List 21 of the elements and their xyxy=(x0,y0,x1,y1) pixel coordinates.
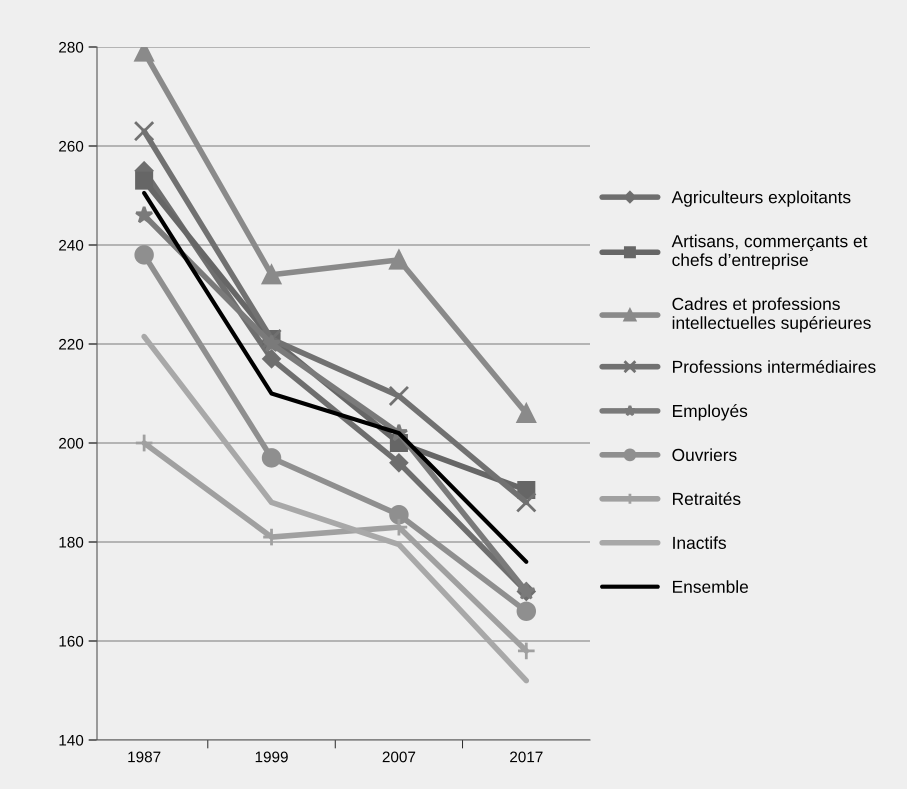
y-tick-label: 140 xyxy=(59,734,84,746)
y-tick-label: 220 xyxy=(59,338,84,350)
legend-label: Employés xyxy=(673,404,748,421)
y-tick-label: 200 xyxy=(59,438,84,449)
legend-label: Artisans, commerçants et chefs d’entreprise xyxy=(672,234,868,270)
y-tick-label: 180 xyxy=(59,536,84,548)
legend-label: Ouvriers xyxy=(672,448,737,462)
x-tick-label: 1987 xyxy=(128,752,160,762)
x-tick-label: 2007 xyxy=(382,752,416,762)
x-tick-label: 1999 xyxy=(256,752,288,762)
legend-label: Inactifs xyxy=(673,536,726,550)
legend-label: Ensemble xyxy=(673,580,748,593)
legend-label: Agriculteurs exploitants xyxy=(672,190,850,207)
y-tick-label: 240 xyxy=(59,240,84,251)
legend-label: Cadres et professions intellectuelles supérieures xyxy=(672,297,871,332)
x-tick-label: 2017 xyxy=(510,752,543,762)
legend-label: Professions intermédiaires xyxy=(673,360,876,373)
y-tick-label: 280 xyxy=(59,42,84,53)
y-tick-label: 260 xyxy=(59,140,84,152)
legend-label: Retraités xyxy=(673,492,740,506)
y-tick-label: 160 xyxy=(59,636,84,647)
